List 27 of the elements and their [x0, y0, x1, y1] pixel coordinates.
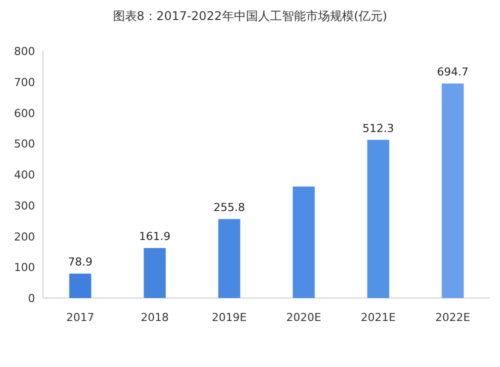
y-tick-label: 600 [14, 106, 35, 120]
y-tick-label: 200 [14, 230, 35, 244]
y-tick-label: 300 [14, 199, 35, 212]
y-tick-label: 400 [14, 168, 35, 182]
x-tick-label: 2020E [286, 311, 322, 324]
bar [367, 140, 390, 298]
bar [442, 84, 464, 298]
x-tick-label: 2019E [212, 311, 247, 324]
x-tick-label: 2021E [360, 311, 396, 324]
x-tick-label: 2018 [140, 311, 169, 324]
data-label: 512.3 [362, 122, 394, 135]
bar [144, 248, 166, 298]
y-tick-label: 500 [14, 138, 35, 151]
data-label: 78.9 [68, 256, 92, 269]
data-label: 161.9 [139, 230, 170, 244]
y-tick-label: 0 [28, 292, 35, 305]
bar [292, 186, 315, 298]
bar [69, 274, 92, 298]
x-tick-label: 2017 [66, 311, 94, 324]
chart-title: 图表8：2017-2022年中国人工智能市场规模(亿元) [112, 9, 388, 23]
data-label: 255.8 [214, 201, 245, 214]
y-tick-label: 100 [14, 261, 35, 274]
x-tick-label: 2022E [435, 311, 470, 324]
bar [218, 219, 240, 298]
y-tick-label: 800 [14, 45, 35, 58]
data-label: 694.7 [437, 66, 468, 79]
y-tick-label: 700 [14, 76, 35, 89]
